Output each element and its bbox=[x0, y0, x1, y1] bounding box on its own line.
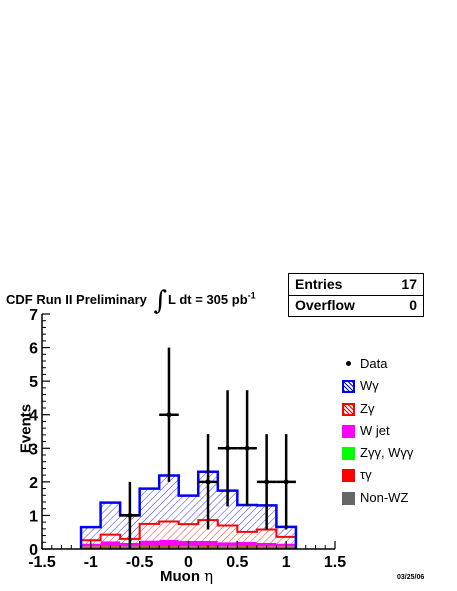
axes: 0 1 2 3 4 5 6 7 -1.5 -1 -0.5 0 0.5 1 1.5 bbox=[28, 307, 346, 571]
y-tick-label: 6 bbox=[29, 341, 38, 358]
legend-label: Data bbox=[360, 356, 388, 371]
w-gamma-outline bbox=[79, 470, 298, 549]
bar-w-jet bbox=[237, 541, 257, 546]
stacked-bars bbox=[81, 471, 296, 549]
title-main: CDF Run II Preliminary bbox=[6, 292, 147, 307]
data-points bbox=[120, 347, 296, 549]
overflow-label: Overflow bbox=[295, 297, 355, 313]
overflow-value: 0 bbox=[409, 297, 417, 313]
y-tick-label: 5 bbox=[29, 374, 38, 391]
y-tick-label: 2 bbox=[29, 475, 38, 492]
bar-w- bbox=[217, 490, 238, 526]
entries-value: 17 bbox=[401, 276, 417, 292]
x-tick-label: -1 bbox=[84, 554, 98, 571]
bar-z- bbox=[276, 536, 296, 544]
x-axis-label: Muon η bbox=[160, 567, 213, 585]
bar-w-jet bbox=[159, 539, 179, 546]
bar-w- bbox=[178, 495, 199, 525]
legend-marker-dot bbox=[346, 361, 351, 366]
legend-swatch-solid bbox=[342, 469, 355, 483]
bar-z- bbox=[198, 520, 218, 541]
bar-z- bbox=[178, 524, 199, 541]
x-axis-label-symbol: η bbox=[204, 567, 214, 585]
legend-label: τγ bbox=[360, 467, 372, 483]
y-axis-label: Events bbox=[17, 403, 35, 454]
integral-symbol: ∫ bbox=[153, 286, 168, 316]
datestamp: 03/25/06 bbox=[397, 574, 425, 581]
legend-swatch-hatched bbox=[342, 402, 355, 416]
y-tick-label: 4 bbox=[29, 408, 38, 425]
bar-w- bbox=[100, 502, 121, 535]
bar-z- bbox=[139, 523, 160, 541]
legend-label: Wγ bbox=[360, 378, 379, 394]
data-point bbox=[283, 479, 289, 485]
bar-z- bbox=[237, 531, 257, 542]
data-point bbox=[205, 479, 211, 485]
stats-overflow-row: Overflow 0 bbox=[295, 297, 417, 315]
bar-w- bbox=[81, 526, 101, 541]
x-tick-label: -1.5 bbox=[28, 554, 56, 571]
bar-w- bbox=[237, 505, 257, 532]
title-lumi-exponent: -1 bbox=[247, 290, 256, 301]
x-axis-label-text: Muon bbox=[160, 568, 205, 585]
data-point bbox=[264, 479, 270, 485]
x-tick-label: 0 bbox=[184, 554, 193, 571]
stats-entries-row: Entries 17 bbox=[295, 276, 417, 294]
legend-swatch-solid bbox=[342, 424, 355, 438]
z-gamma-outline bbox=[80, 519, 297, 549]
y-tick-label: 0 bbox=[29, 542, 38, 559]
entries-label: Entries bbox=[295, 276, 343, 292]
data-point bbox=[244, 445, 250, 451]
stats-box: Entries 17 Overflow 0 bbox=[288, 273, 424, 317]
legend-swatch-solid bbox=[342, 491, 355, 505]
bar-w- bbox=[276, 526, 296, 537]
legend-label: W jet bbox=[360, 422, 390, 438]
title-lumi: L dt = 305 pb bbox=[168, 292, 248, 307]
stats-divider bbox=[289, 295, 423, 296]
data-point bbox=[225, 445, 231, 451]
bar-w- bbox=[139, 488, 160, 524]
bar-w-jet bbox=[198, 540, 218, 546]
bar-z- bbox=[256, 529, 277, 543]
x-tick-label: 1 bbox=[282, 554, 291, 571]
bar-z- bbox=[100, 534, 121, 542]
x-tick-label: -0.5 bbox=[126, 554, 154, 571]
legend-label: Non-WZ bbox=[360, 489, 409, 505]
chart-title: CDF Run II Preliminary ∫L dt = 305 pb-1 bbox=[6, 286, 256, 316]
data-point bbox=[127, 512, 133, 518]
y-tick-label: 1 bbox=[29, 508, 38, 525]
x-tick-label: 0.5 bbox=[226, 554, 248, 571]
bar-w- bbox=[159, 475, 179, 522]
bar-w-jet bbox=[139, 540, 160, 546]
legend-swatch-solid bbox=[342, 447, 355, 461]
legend-swatch-hatched bbox=[342, 380, 355, 394]
y-tick-label: 7 bbox=[29, 307, 38, 324]
x-tick-label: 1.5 bbox=[324, 554, 346, 571]
bar-w-jet bbox=[217, 542, 238, 547]
bar-z- bbox=[217, 525, 238, 543]
bar-w-jet bbox=[100, 541, 121, 546]
bar-w-jet bbox=[256, 542, 277, 547]
bar-z- bbox=[159, 521, 179, 540]
y-tick-label: 3 bbox=[29, 441, 38, 458]
legend-label: Zγ bbox=[360, 400, 375, 416]
legend-label: Zγγ, Wγγ bbox=[360, 445, 414, 461]
data-point bbox=[166, 412, 172, 418]
